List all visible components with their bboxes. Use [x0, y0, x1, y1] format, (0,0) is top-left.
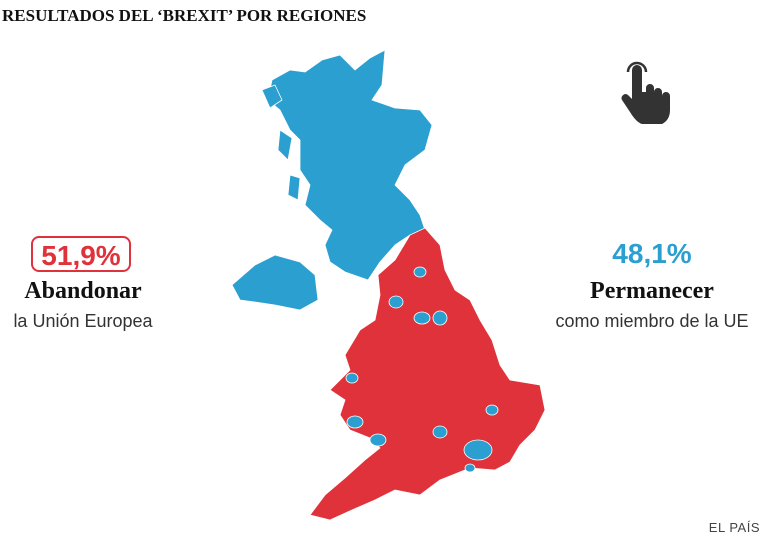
hand-tap-arc	[626, 61, 648, 73]
remain-areas	[345, 266, 499, 473]
remain-share: 48,1%	[612, 238, 692, 269]
scottish-islands	[261, 84, 301, 201]
remain-label: Permanecer	[590, 278, 714, 304]
leave-share: 51,9%	[31, 236, 131, 272]
remain-sublabel: como miembro de la UE	[555, 311, 749, 331]
leave-sublabel: la Unión Europea	[13, 311, 153, 331]
hand-icon	[621, 65, 670, 124]
leave-label: Abandonar	[24, 278, 142, 304]
northern-ireland	[231, 254, 319, 311]
title: RESULTADOS DEL ‘BREXIT’ POR REGIONES	[2, 6, 367, 25]
scotland	[267, 49, 433, 281]
source: EL PAÍS	[708, 520, 760, 535]
